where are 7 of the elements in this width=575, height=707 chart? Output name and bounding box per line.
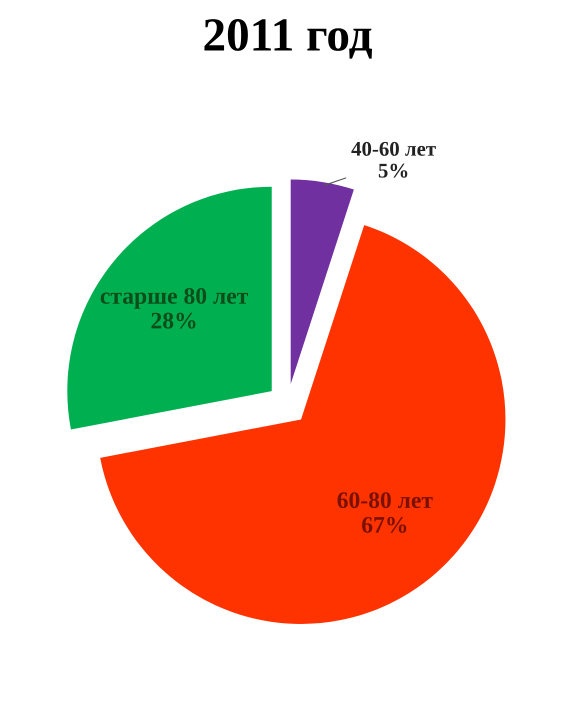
data-label: 28% [151, 312, 196, 329]
slice-label: 60-80 лет [337, 492, 433, 508]
slice-label: старше 80 лет [100, 288, 248, 309]
slice-label: 40-60 лет [351, 142, 436, 156]
data-label: 67% [362, 516, 406, 533]
data-label: 5% [378, 164, 408, 178]
chart-title: 2011 год [204, 19, 372, 59]
